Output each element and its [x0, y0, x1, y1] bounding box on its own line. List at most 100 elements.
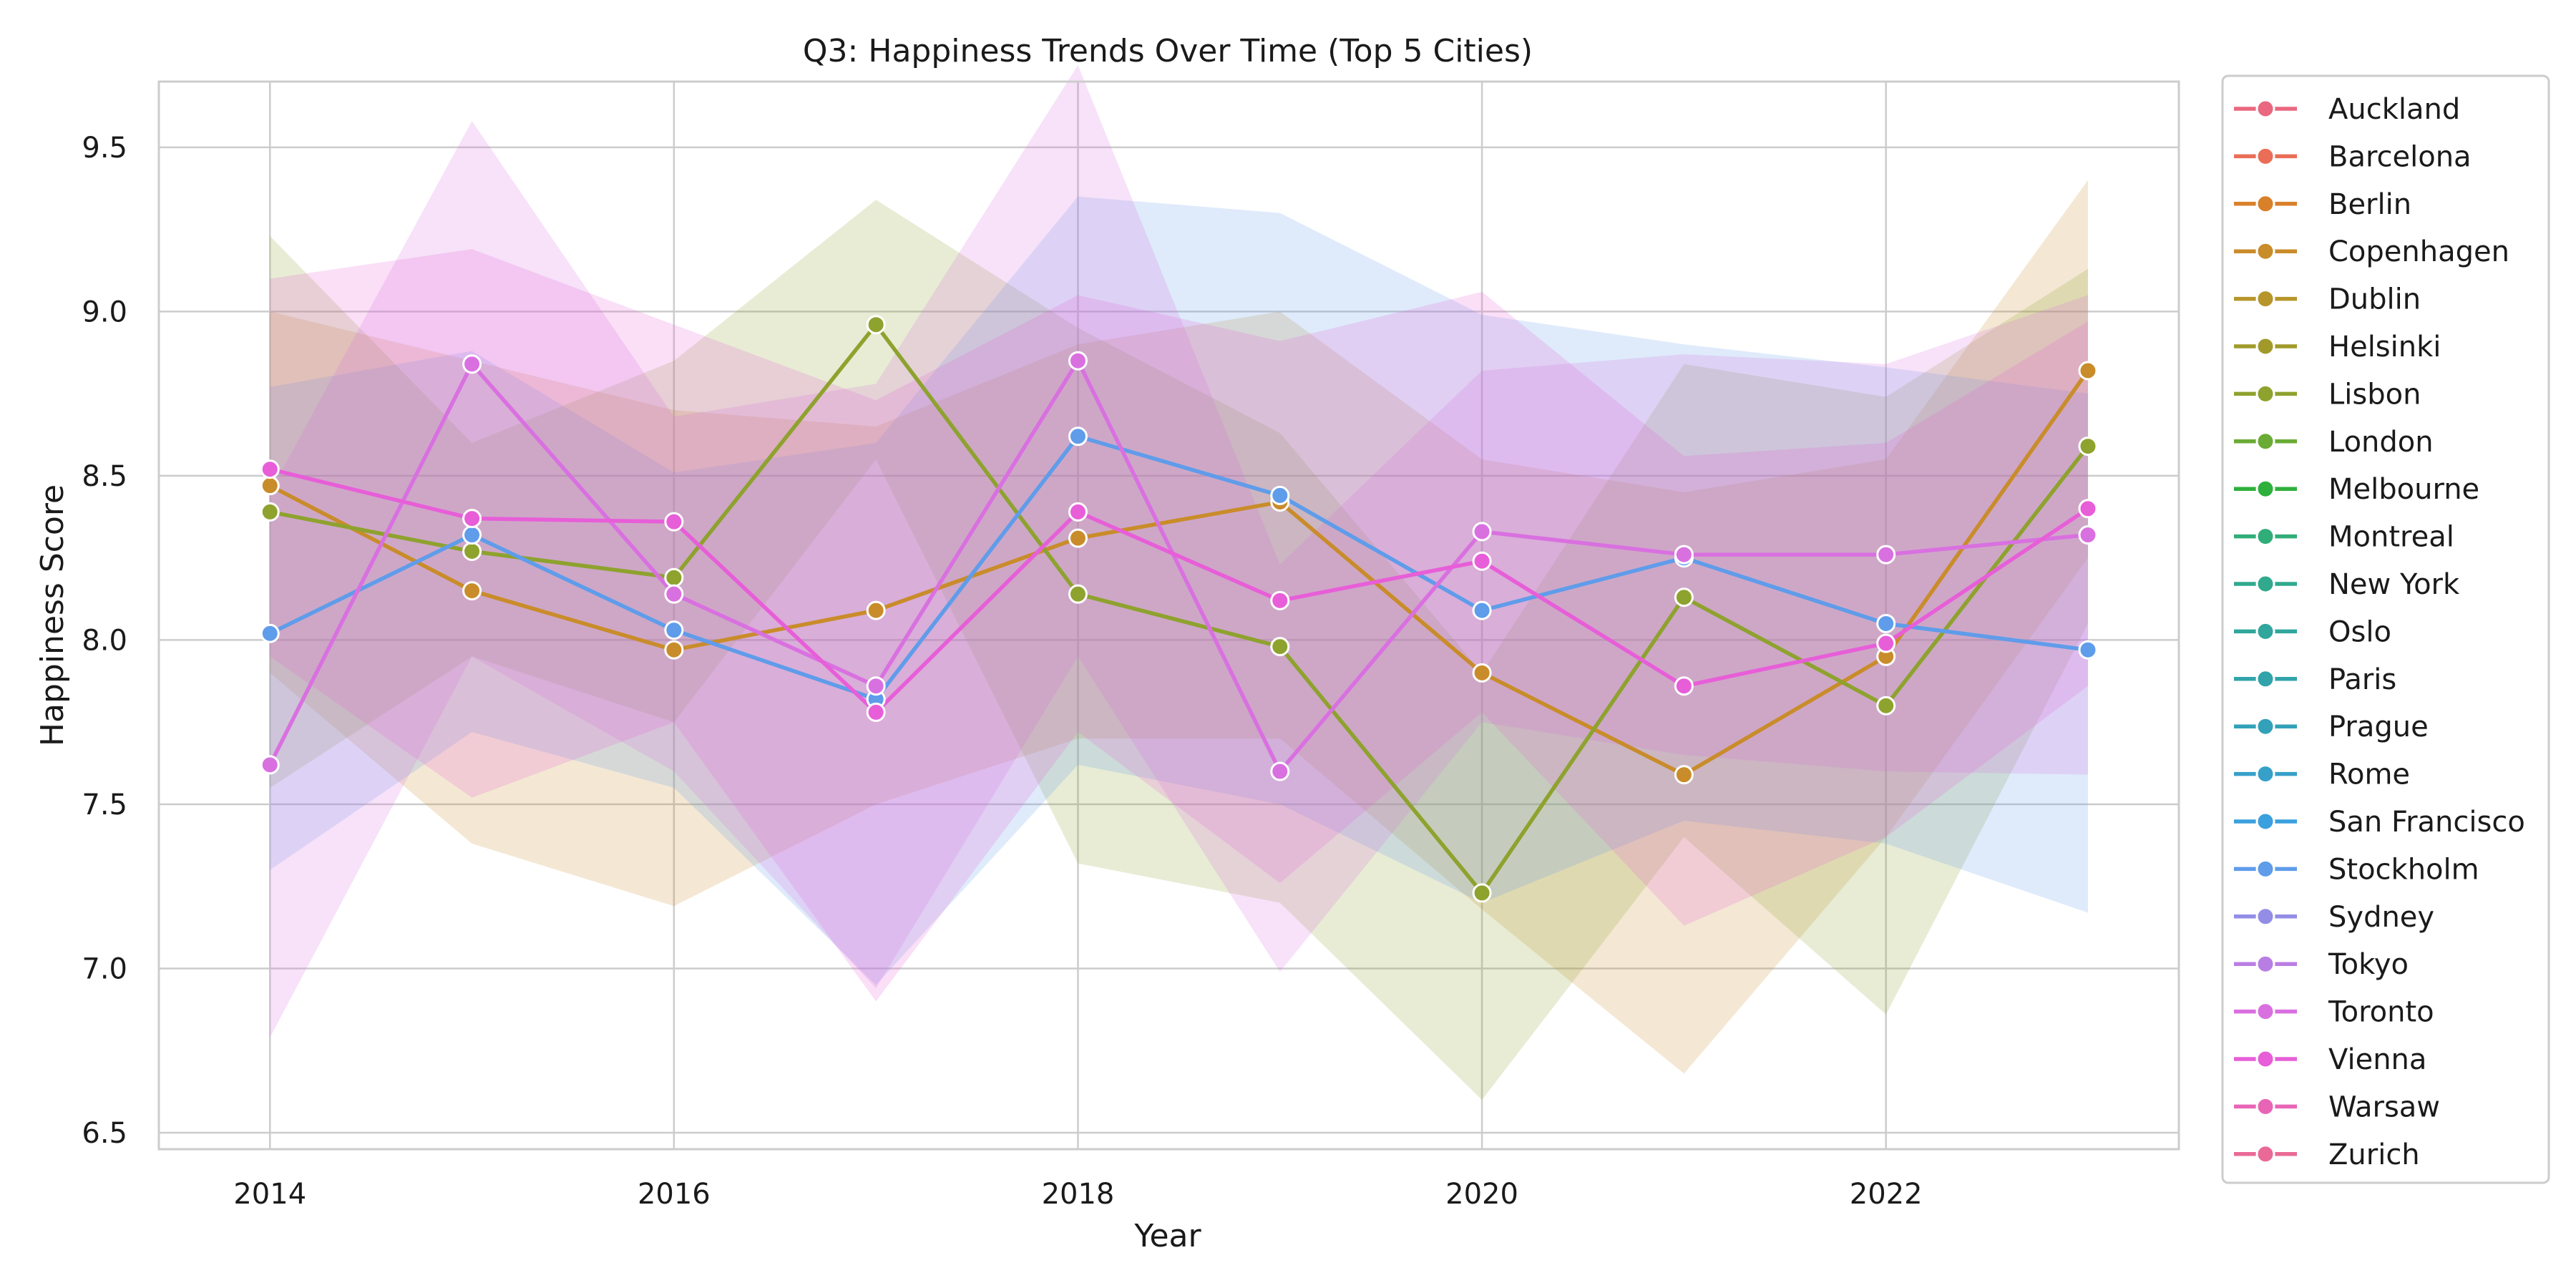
- copenhagen-line: [268, 369, 2090, 777]
- legend-label: Barcelona: [2328, 140, 2472, 173]
- lisbon-line: [269, 322, 2090, 895]
- copenhagen-point: [260, 476, 280, 496]
- stockholm-point: [2078, 640, 2098, 660]
- toronto-point: [2078, 525, 2098, 545]
- stockholm-point: [260, 623, 280, 643]
- y-tick-label: 9.5: [82, 132, 127, 165]
- legend-item-berlin: Berlin: [2234, 188, 2411, 221]
- vienna-point: [462, 509, 482, 529]
- legend-item-rome: Rome: [2234, 758, 2410, 791]
- lisbon-point: [1674, 587, 1694, 608]
- stockholm-point: [1270, 485, 1290, 505]
- stockholm-point: [1068, 426, 1088, 447]
- stockholm-point: [664, 620, 684, 640]
- copenhagen-point: [664, 640, 684, 660]
- legend-label: Copenhagen: [2328, 235, 2509, 268]
- legend-item-vienna: Vienna: [2234, 1043, 2426, 1076]
- legend-label: Lisbon: [2328, 378, 2421, 411]
- y-tick-label: 8.5: [82, 460, 127, 493]
- legend-item-london: London: [2234, 426, 2434, 459]
- legend-label: Montreal: [2328, 521, 2454, 554]
- legend-marker-swatch: [2255, 1144, 2275, 1164]
- legend-item-dublin: Dublin: [2234, 283, 2421, 316]
- vienna-line: [269, 467, 2089, 715]
- legend-marker-swatch: [2255, 336, 2275, 356]
- legend-label: London: [2328, 426, 2434, 459]
- vienna-point: [260, 459, 280, 479]
- x-axis-label: Year: [1133, 1218, 1201, 1254]
- y-tick-label: 7.5: [82, 789, 127, 821]
- stockholm-line: [269, 434, 2089, 701]
- legend-item-new-york: New York: [2234, 568, 2460, 601]
- y-axis-label: Happiness Score: [34, 484, 71, 746]
- copenhagen-point: [2078, 361, 2098, 381]
- legend-item-helsinki: Helsinki: [2234, 331, 2441, 364]
- legend-item-zurich: Zurich: [2234, 1138, 2420, 1171]
- lisbon-point: [260, 502, 280, 522]
- legend-item-stockholm: Stockholm: [2234, 853, 2479, 886]
- toronto-point: [1674, 545, 1694, 565]
- legend-marker-swatch: [2255, 811, 2275, 831]
- x-tick-label: 2016: [638, 1178, 711, 1211]
- stockholm-point: [462, 525, 482, 545]
- lisbon-point: [1472, 883, 1492, 903]
- toronto-point: [1472, 522, 1492, 542]
- legend-marker-swatch: [2255, 1002, 2275, 1022]
- confidence-bands: [270, 65, 2088, 1101]
- legend-item-barcelona: Barcelona: [2234, 140, 2472, 173]
- legend-label: Sydney: [2328, 901, 2434, 934]
- stockholm-confidence-band: [270, 196, 2088, 985]
- toronto-confidence-band: [270, 65, 2088, 1038]
- legend-label: Oslo: [2328, 615, 2391, 648]
- legend-items: Auckland Barcelona Berlin Copenhagen Dublin H…: [2234, 93, 2525, 1171]
- copenhagen-point: [462, 581, 482, 601]
- legend-marker-swatch: [2255, 621, 2275, 641]
- vienna-point: [664, 512, 684, 532]
- lisbon-confidence-band: [270, 200, 2088, 1101]
- copenhagen-point: [1472, 663, 1492, 683]
- lisbon-point: [866, 315, 886, 335]
- legend-label: Stockholm: [2328, 853, 2479, 886]
- legend-marker-swatch: [2255, 479, 2275, 499]
- vienna-point: [1068, 502, 1088, 522]
- axis-ticks: 2014 2016 2018 2020 2022 6.5 7.0 7.5 8.0 8.5 9.0 9.…: [82, 132, 1922, 1211]
- legend-marker-swatch: [2255, 527, 2275, 547]
- legend-marker-swatch: [2255, 99, 2275, 119]
- legend-marker-swatch: [2255, 384, 2275, 404]
- copenhagen-confidence-band: [270, 180, 2088, 1074]
- toronto-point: [866, 676, 886, 696]
- vienna-point: [1472, 551, 1492, 571]
- chart-title: Q3: Happiness Trends Over Time (Top 5 Ci…: [803, 33, 1533, 69]
- legend-item-lisbon: Lisbon: [2234, 378, 2421, 411]
- y-tick-label: 9.0: [82, 296, 127, 328]
- legend-label: Paris: [2328, 663, 2396, 696]
- legend-item-montreal: Montreal: [2234, 521, 2454, 554]
- legend-label: Auckland: [2328, 93, 2460, 126]
- lisbon-point: [1068, 584, 1088, 604]
- stockholm-point: [1876, 613, 1896, 633]
- legend-label: Melbourne: [2328, 473, 2479, 506]
- legend-marker-swatch: [2255, 1049, 2275, 1069]
- legend-label: Helsinki: [2328, 331, 2441, 364]
- lisbon-point: [664, 567, 684, 587]
- series-markers: [260, 315, 2098, 903]
- x-tick-label: 2020: [1445, 1178, 1518, 1211]
- legend-item-san-francisco: San Francisco: [2234, 806, 2525, 839]
- legend-marker-swatch: [2255, 764, 2275, 784]
- legend-label: Tokyo: [2328, 948, 2409, 981]
- toronto-point: [1270, 761, 1290, 781]
- toronto-point: [664, 584, 684, 604]
- legend-item-paris: Paris: [2234, 663, 2396, 696]
- legend-item-oslo: Oslo: [2234, 615, 2391, 648]
- vienna-point: [866, 702, 886, 722]
- vienna-point: [2078, 499, 2098, 519]
- legend-item-warsaw: Warsaw: [2234, 1091, 2440, 1123]
- vienna-point: [1876, 633, 1896, 653]
- legend-item-toronto: Toronto: [2234, 996, 2434, 1029]
- legend-label: Dublin: [2328, 283, 2421, 316]
- vienna-point: [1270, 590, 1290, 610]
- legend-label: Rome: [2328, 758, 2410, 791]
- toronto-point: [260, 755, 280, 775]
- legend: Auckland Barcelona Berlin Copenhagen Dublin H…: [2221, 74, 2550, 1184]
- copenhagen-point: [866, 600, 886, 620]
